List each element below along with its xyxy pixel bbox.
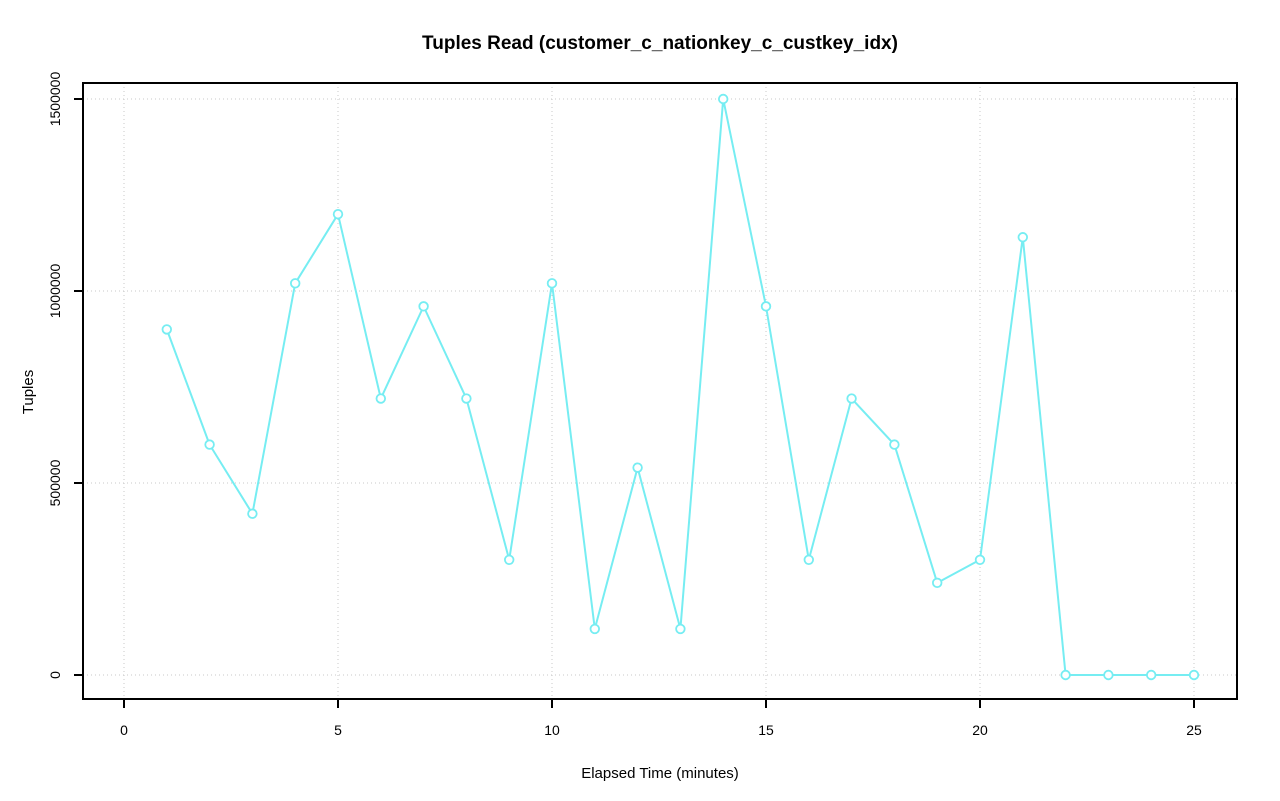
y-axis-label: Tuples xyxy=(20,370,37,414)
data-point xyxy=(632,462,643,473)
x-tick-label: 10 xyxy=(544,722,560,738)
x-tick-label: 20 xyxy=(972,722,988,738)
data-point xyxy=(846,393,857,404)
plot-border xyxy=(82,82,1238,700)
gridlines xyxy=(83,83,1237,699)
y-tick-label: 1000000 xyxy=(47,264,63,319)
data-point xyxy=(161,324,173,335)
data-point xyxy=(418,301,429,312)
y-tick-label: 0 xyxy=(47,671,63,679)
data-series xyxy=(161,93,1200,681)
data-point xyxy=(332,208,344,220)
data-point xyxy=(546,278,558,289)
x-tick-label: 15 xyxy=(758,722,774,738)
data-point xyxy=(1060,669,1071,681)
data-point xyxy=(247,508,258,519)
data-point xyxy=(1017,232,1029,243)
data-point xyxy=(461,393,472,404)
data-point xyxy=(932,577,943,589)
x-tick-label: 0 xyxy=(120,722,128,738)
x-axis-label: Elapsed Time (minutes) xyxy=(581,765,739,782)
data-point xyxy=(504,554,515,566)
data-point xyxy=(675,623,686,635)
x-tick-label: 25 xyxy=(1186,722,1202,738)
data-point xyxy=(1188,669,1200,681)
y-tick-label: 500000 xyxy=(47,459,63,506)
axes: 0 5 10 15 20 25 0 500000 1000000 1500000 xyxy=(47,72,1238,738)
data-point xyxy=(589,623,601,635)
chart-title: Tuples Read (customer_c_nationkey_c_cust… xyxy=(422,33,898,54)
data-point xyxy=(204,439,215,450)
data-point xyxy=(375,393,387,404)
x-tick-label: 5 xyxy=(334,722,342,738)
data-point xyxy=(803,554,815,566)
data-point xyxy=(974,554,986,566)
data-point xyxy=(760,301,772,312)
data-point xyxy=(290,278,301,289)
y-tick-label: 1500000 xyxy=(47,72,63,127)
data-point xyxy=(889,439,900,450)
data-line xyxy=(165,98,1195,676)
data-point xyxy=(1145,669,1157,681)
data-point xyxy=(1103,669,1114,681)
data-point xyxy=(718,93,729,105)
